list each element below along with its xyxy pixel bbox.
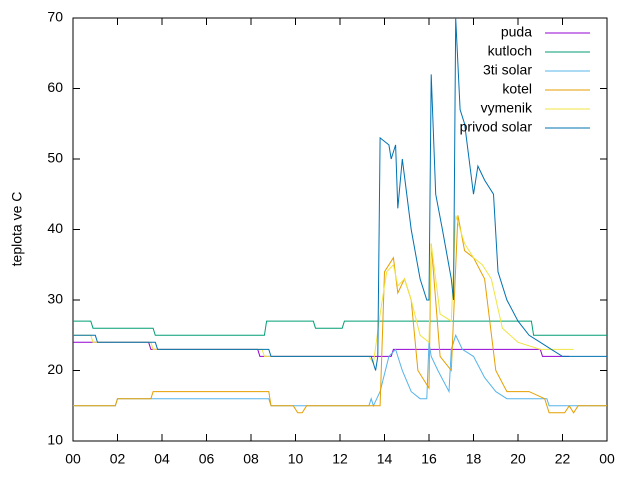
y-tick-label: 40 bbox=[47, 220, 63, 236]
legend-label: vymenik bbox=[481, 100, 533, 116]
x-tick-label: 18 bbox=[466, 451, 482, 467]
x-tick-label: 00 bbox=[599, 451, 615, 467]
x-tick-label: 04 bbox=[154, 451, 170, 467]
x-tick-label: 00 bbox=[65, 451, 81, 467]
y-tick-label: 20 bbox=[47, 361, 63, 377]
y-tick-label: 10 bbox=[47, 432, 63, 448]
legend-label: 3ti solar bbox=[483, 62, 532, 78]
y-axis-label: teplota ve C bbox=[9, 192, 25, 267]
series-line bbox=[73, 215, 574, 365]
legend-label: kotel bbox=[502, 81, 532, 97]
plot-lines bbox=[73, 18, 607, 414]
legend-label: privod solar bbox=[460, 119, 533, 135]
series-line bbox=[73, 18, 607, 371]
x-tick-label: 06 bbox=[199, 451, 215, 467]
x-tick-label: 16 bbox=[421, 451, 437, 467]
y-tick-label: 70 bbox=[47, 9, 63, 25]
series-line bbox=[73, 333, 607, 408]
y-tick-label: 50 bbox=[47, 150, 63, 166]
series-line bbox=[73, 320, 607, 336]
series-line bbox=[73, 341, 570, 357]
legend-label: kutloch bbox=[488, 43, 532, 59]
x-tick-label: 20 bbox=[510, 451, 526, 467]
legend-label: puda bbox=[501, 24, 532, 40]
x-tick-label: 02 bbox=[110, 451, 126, 467]
x-tick-label: 14 bbox=[377, 451, 393, 467]
series-line bbox=[73, 215, 607, 414]
x-tick-label: 12 bbox=[332, 451, 348, 467]
y-tick-label: 30 bbox=[47, 291, 63, 307]
x-tick-label: 22 bbox=[555, 451, 571, 467]
y-tick-label: 60 bbox=[47, 79, 63, 95]
x-tick-label: 10 bbox=[288, 451, 304, 467]
x-tick-label: 08 bbox=[243, 451, 259, 467]
